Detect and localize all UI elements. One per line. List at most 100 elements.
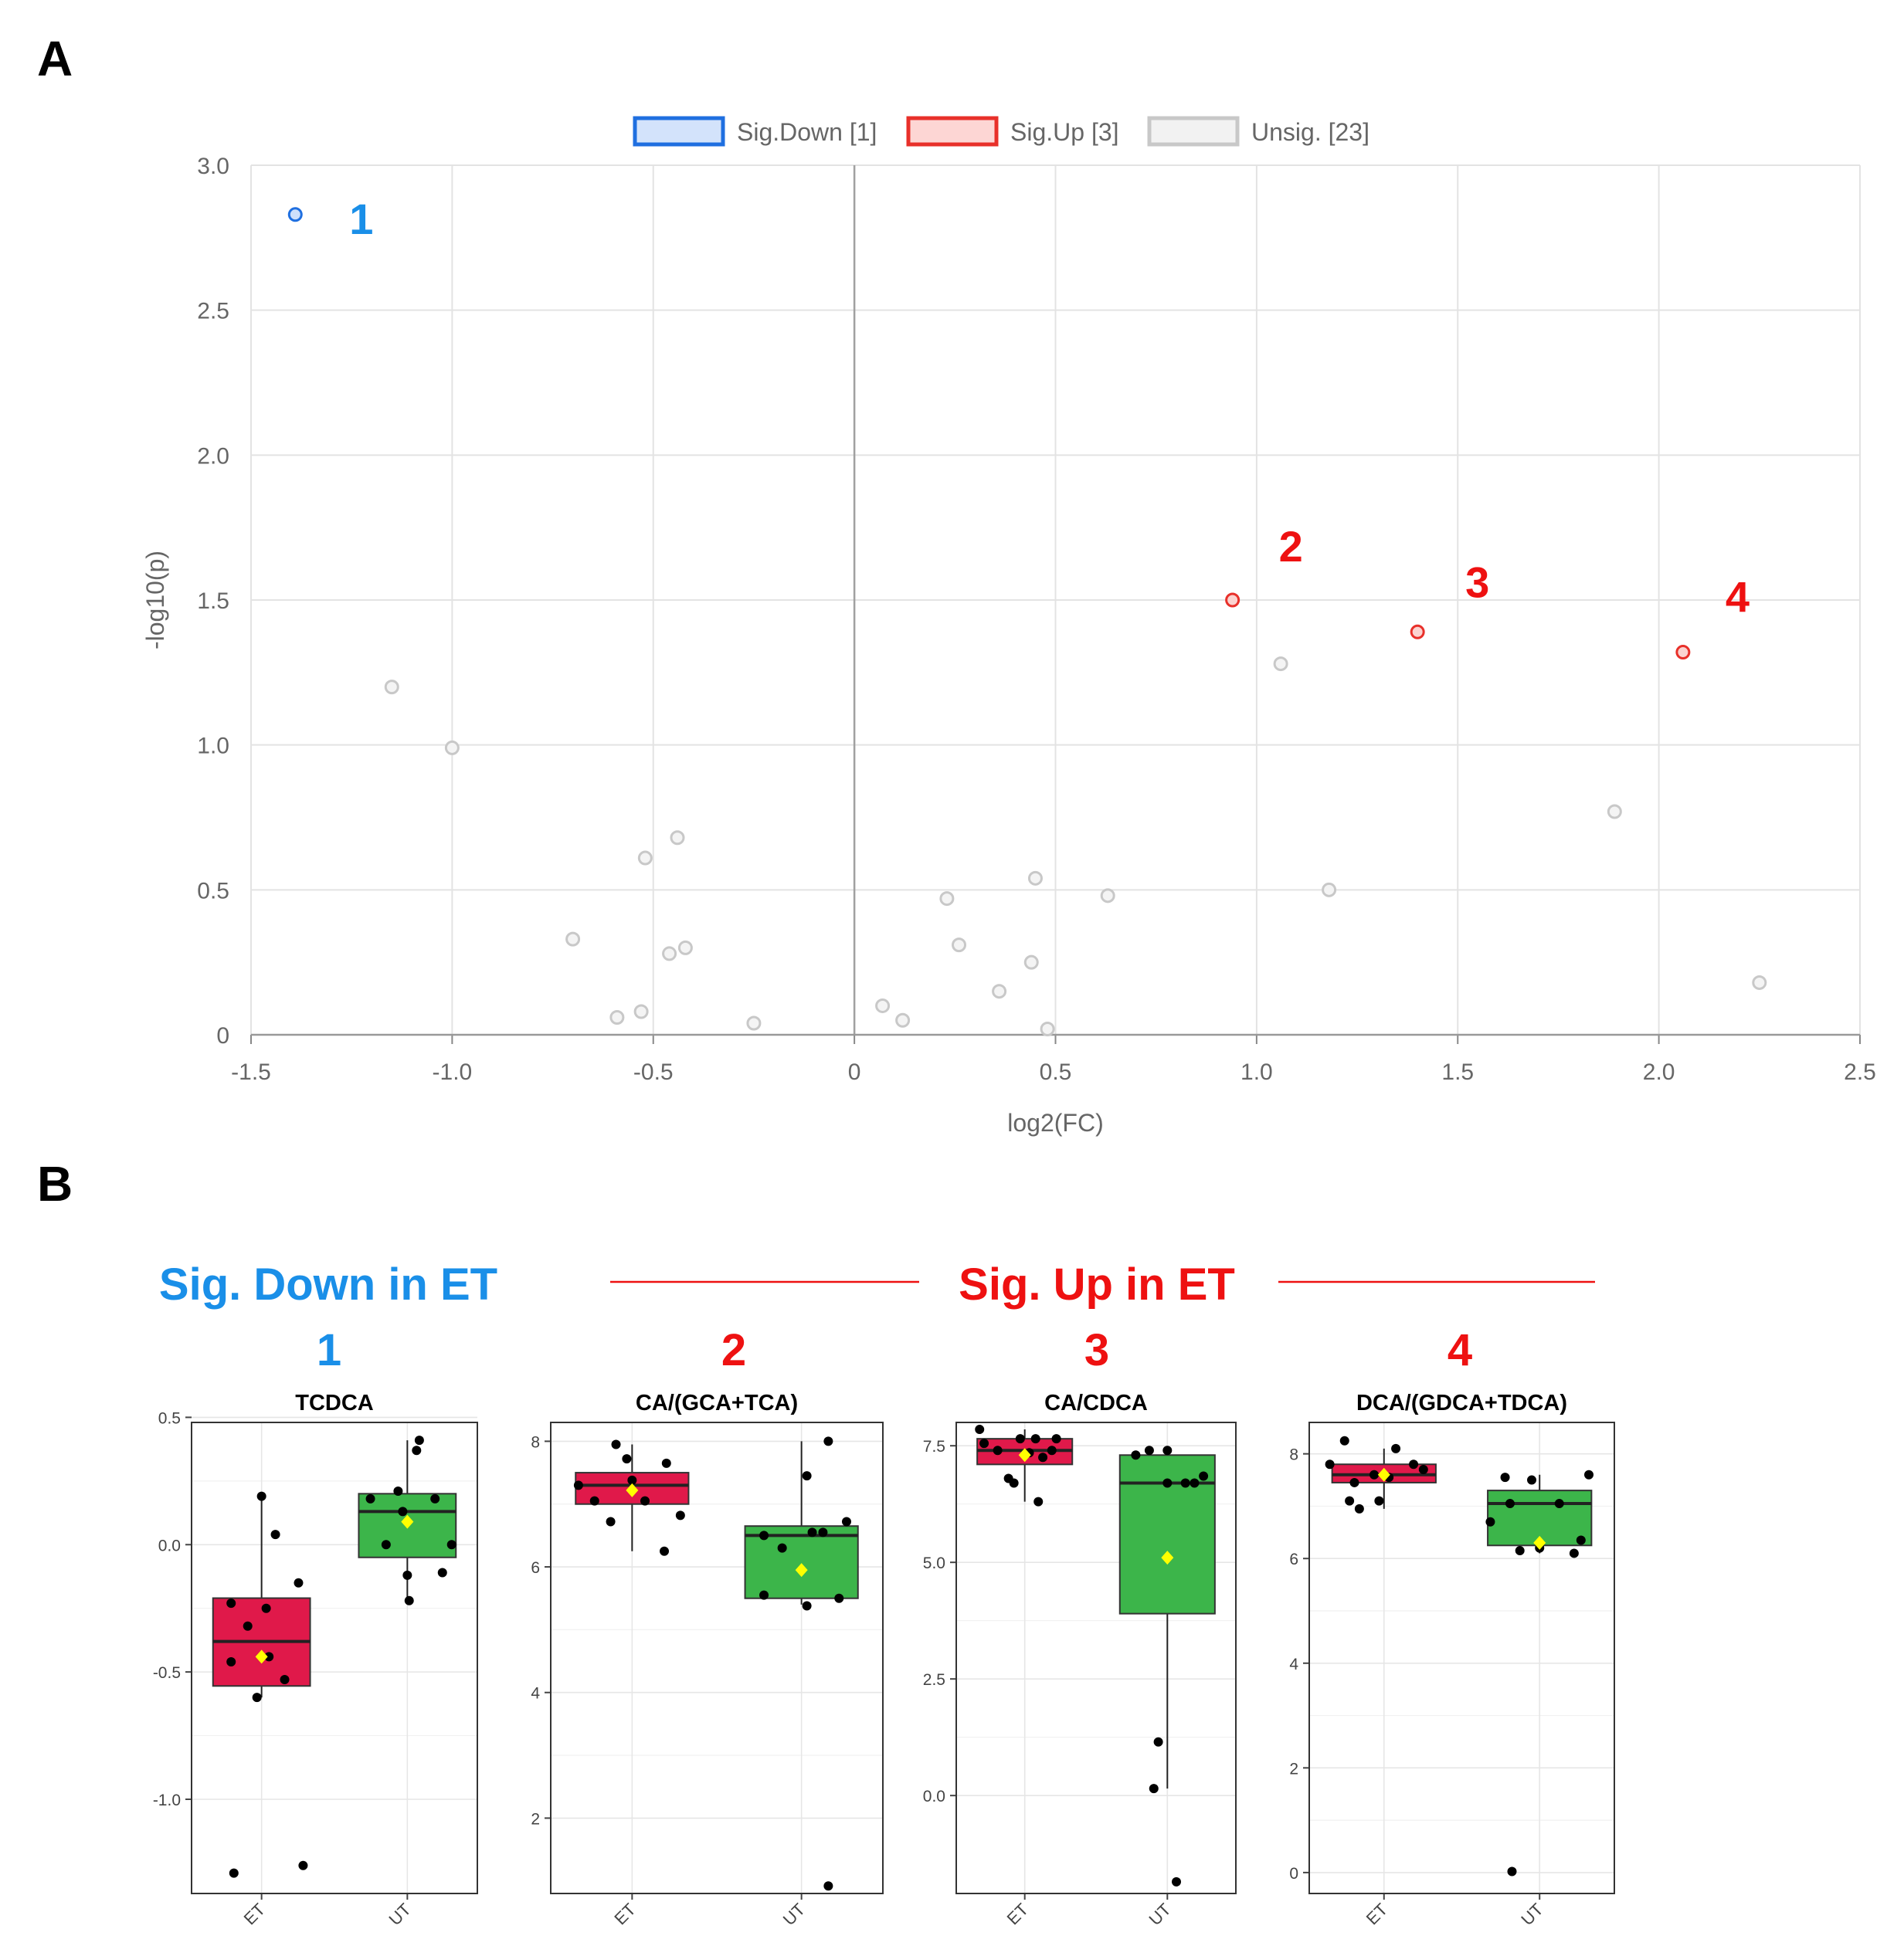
box-point bbox=[1339, 1436, 1349, 1446]
volcano-point-unsig bbox=[952, 937, 967, 953]
box-point bbox=[589, 1496, 599, 1506]
panel-label-b: B bbox=[37, 1156, 73, 1212]
box-point bbox=[1199, 1471, 1209, 1481]
legend-label-unsig: Unsig. [23] bbox=[1251, 118, 1369, 146]
box-number-3: 3 bbox=[1084, 1325, 1109, 1375]
panel-b-headers: Sig. Down in ET Sig. Up in ET 1 2 3 4 bbox=[159, 1259, 1595, 1375]
box-point bbox=[1507, 1866, 1517, 1876]
box-number-4: 4 bbox=[1448, 1325, 1472, 1375]
volcano-point-unsig bbox=[637, 850, 653, 866]
volcano-point-label: 2 bbox=[1279, 522, 1303, 571]
box-point bbox=[1369, 1470, 1380, 1480]
box-number-2: 2 bbox=[721, 1325, 746, 1375]
box-panel-1: TCDCA -1.0 -0.5 0.0 0.5 ET UT bbox=[153, 1391, 478, 1929]
box-point bbox=[1500, 1473, 1510, 1483]
box-y-tick-label: -1.0 bbox=[153, 1792, 181, 1809]
sig-up-heading: Sig. Up in ET bbox=[959, 1259, 1235, 1310]
box-point bbox=[807, 1527, 817, 1537]
box-point bbox=[1030, 1434, 1040, 1444]
legend-swatch-sig-up bbox=[906, 116, 999, 147]
volcano-y-tick-label: 0 bbox=[216, 1023, 229, 1049]
volcano-y-tick-label: 2.5 bbox=[197, 299, 229, 324]
volcano-point-unsig bbox=[1100, 888, 1115, 904]
box-panel-title: CA/CDCA bbox=[1044, 1391, 1148, 1415]
volcano-point-unsig bbox=[1040, 1021, 1055, 1036]
box-point bbox=[777, 1543, 787, 1553]
box-point bbox=[1051, 1434, 1061, 1444]
volcano-y-tick-label: 0.5 bbox=[197, 878, 229, 904]
volcano-x-axis-title: log2(FC) bbox=[1007, 1109, 1103, 1137]
box-y-tick-label: 0 bbox=[1289, 1865, 1298, 1883]
box-point bbox=[1554, 1499, 1564, 1509]
box-point bbox=[1009, 1478, 1019, 1488]
box-y-tick-label: 6 bbox=[1289, 1551, 1298, 1568]
box-x-tick-label: ET bbox=[1003, 1900, 1033, 1929]
box-x-tick-label: UT bbox=[385, 1900, 414, 1929]
legend-label-sig-up: Sig.Up [3] bbox=[1010, 118, 1119, 146]
box-point bbox=[1190, 1478, 1200, 1488]
volcano-point-unsig bbox=[384, 680, 399, 695]
box-y-tick-label: 2.5 bbox=[923, 1671, 945, 1689]
volcano-point-unsig bbox=[1322, 882, 1337, 897]
volcano-point-unsig bbox=[662, 946, 677, 961]
box-point bbox=[1149, 1784, 1159, 1794]
box-point bbox=[1569, 1548, 1579, 1558]
box-point bbox=[404, 1595, 414, 1605]
volcano-point-unsig bbox=[1027, 870, 1043, 886]
box-panel-title: CA/(GCA+TCA) bbox=[636, 1391, 798, 1415]
box-point bbox=[573, 1480, 583, 1490]
box-point bbox=[1144, 1446, 1154, 1456]
volcano-y-tick-label: 2.0 bbox=[197, 443, 229, 469]
box-mean-marker bbox=[401, 1514, 414, 1529]
box-point bbox=[675, 1510, 685, 1521]
box-point bbox=[606, 1517, 616, 1527]
box-y-tick-label: 6 bbox=[531, 1559, 540, 1577]
box-number-1: 1 bbox=[317, 1325, 341, 1375]
panel-label-a: A bbox=[37, 31, 73, 86]
box-mean-marker bbox=[1377, 1467, 1390, 1482]
volcano-x-tick-label: 2.5 bbox=[1844, 1059, 1876, 1085]
box-point bbox=[294, 1578, 304, 1588]
volcano-x-tick-label: 0 bbox=[848, 1059, 861, 1085]
box-point bbox=[759, 1531, 769, 1541]
volcano-x-tick-label: -1.0 bbox=[433, 1059, 473, 1085]
volcano-point-label: 4 bbox=[1726, 573, 1750, 622]
box-point bbox=[1418, 1465, 1428, 1474]
box-point bbox=[802, 1471, 812, 1481]
box-mean-marker bbox=[1018, 1448, 1031, 1463]
box-point bbox=[270, 1530, 280, 1540]
volcano-plot: -1.5 -1.0 -0.5 0 0.5 1.0 1.5 2.0 2.5 0 0.5 1.0 1.5 2.… bbox=[141, 116, 1876, 1137]
box-point bbox=[975, 1425, 985, 1435]
box-point bbox=[1527, 1475, 1537, 1485]
volcano-point-sig-up bbox=[1675, 645, 1691, 660]
box-point bbox=[993, 1446, 1003, 1456]
volcano-y-tick-label: 3.0 bbox=[197, 154, 229, 179]
box-mean-marker bbox=[795, 1563, 808, 1578]
box-point bbox=[437, 1568, 447, 1578]
box-x-tick-label: ET bbox=[1363, 1900, 1392, 1929]
volcano-x-tick-label: 1.0 bbox=[1240, 1059, 1273, 1085]
box-point bbox=[261, 1603, 271, 1613]
box-point bbox=[280, 1675, 290, 1685]
box-point bbox=[627, 1475, 637, 1485]
box-point bbox=[1162, 1446, 1173, 1456]
box-mean-marker bbox=[1161, 1551, 1174, 1565]
box-point bbox=[1033, 1497, 1044, 1507]
box-y-tick-label: 0.5 bbox=[158, 1409, 181, 1427]
box-point bbox=[759, 1590, 769, 1600]
box-panel-title: DCA/(GDCA+TDCA) bbox=[1356, 1391, 1567, 1415]
box-panel-title: TCDCA bbox=[295, 1391, 374, 1415]
box-point bbox=[402, 1570, 412, 1580]
box-point bbox=[1162, 1478, 1173, 1488]
box-point bbox=[823, 1436, 833, 1446]
box-point bbox=[823, 1881, 833, 1891]
box-mean-marker bbox=[255, 1649, 268, 1664]
box-point bbox=[1576, 1535, 1586, 1545]
box-point bbox=[1325, 1460, 1335, 1470]
volcano-point-sig-up bbox=[1225, 592, 1240, 608]
box-point bbox=[1505, 1499, 1515, 1509]
box-point bbox=[611, 1439, 621, 1449]
volcano-x-tick-label: 2.0 bbox=[1643, 1059, 1675, 1085]
box-y-tick-label: 4 bbox=[1289, 1656, 1298, 1673]
